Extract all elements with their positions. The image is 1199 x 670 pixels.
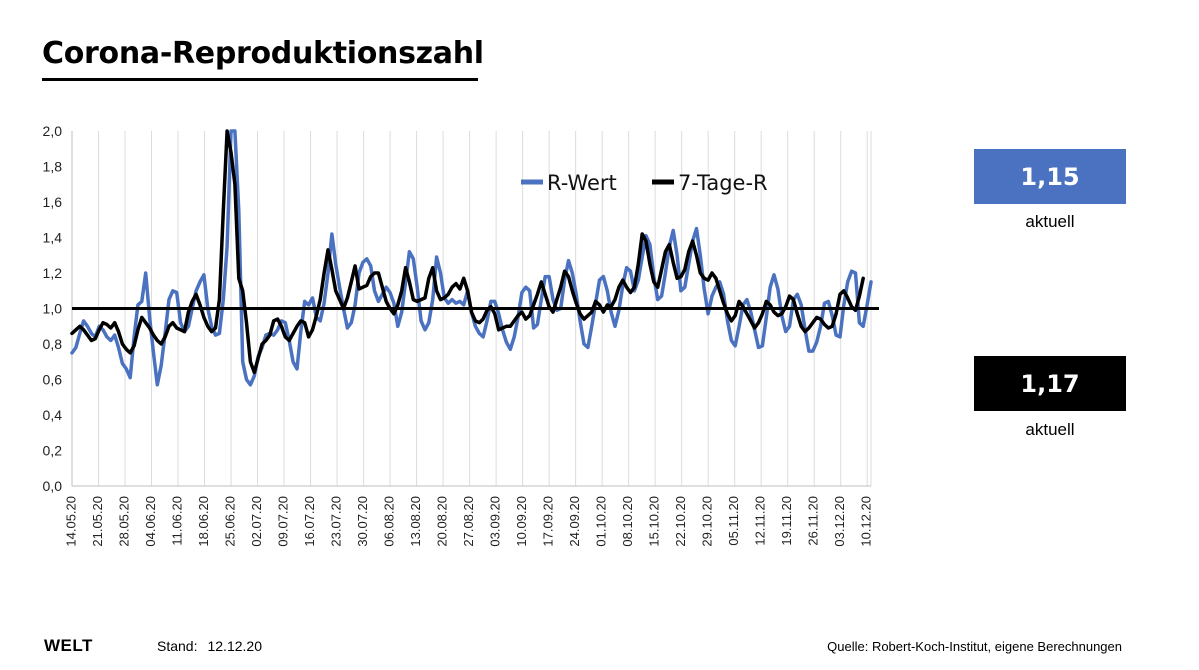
stand-label: Stand: bbox=[157, 638, 198, 654]
welt-logo: WELT bbox=[44, 636, 93, 655]
x-tick-label: 09.07.20 bbox=[275, 496, 290, 547]
y-tick-label: 0,8 bbox=[43, 336, 63, 352]
x-tick-label: 03.12.20 bbox=[832, 496, 847, 547]
x-tick-label: 15.10.20 bbox=[647, 496, 662, 547]
y-tick-label: 1,4 bbox=[43, 230, 63, 246]
x-tick-label: 06.08.20 bbox=[382, 496, 397, 547]
x-tick-label: 30.07.20 bbox=[355, 496, 370, 547]
y-tick-label: 0,0 bbox=[43, 478, 63, 494]
y-tick-label: 1,8 bbox=[43, 159, 63, 175]
x-tick-label: 18.06.20 bbox=[196, 496, 211, 547]
r-wert-current-badge: 1,15 bbox=[974, 149, 1126, 204]
y-tick-label: 2,0 bbox=[43, 123, 63, 139]
series-line-r-wert bbox=[70, 129, 873, 387]
y-tick-label: 0,2 bbox=[43, 443, 63, 459]
x-tick-label: 29.10.20 bbox=[700, 496, 715, 547]
x-tick-label: 28.05.20 bbox=[116, 496, 131, 547]
title-underline bbox=[42, 78, 478, 81]
series-line-7-tage-r bbox=[70, 129, 865, 375]
x-tick-label: 05.11.20 bbox=[726, 496, 741, 546]
x-tick-label: 10.09.20 bbox=[514, 496, 529, 547]
x-tick-label: 25.06.20 bbox=[222, 496, 237, 547]
seven-day-r-current-caption: aktuell bbox=[1025, 420, 1075, 439]
y-tick-label: 1,6 bbox=[43, 194, 63, 210]
y-axis-tick-labels: 0,0 0,2 0,4 0,6 0,8 1,0 1,2 1,4 1,6 1,8 2,0 bbox=[43, 123, 63, 494]
y-tick-label: 1,2 bbox=[43, 265, 63, 281]
x-tick-label: 26.11.20 bbox=[806, 496, 821, 546]
r-wert-current-caption: aktuell bbox=[1025, 212, 1075, 231]
x-tick-label: 17.09.20 bbox=[541, 496, 556, 547]
x-tick-label: 20.08.20 bbox=[435, 496, 450, 547]
x-tick-label: 02.07.20 bbox=[249, 496, 264, 547]
x-tick-label: 24.09.20 bbox=[567, 496, 582, 547]
series-lines bbox=[70, 129, 879, 387]
x-tick-label: 10.12.20 bbox=[859, 496, 874, 547]
stand-date-line: Stand: 12.12.20 bbox=[157, 638, 262, 654]
x-tick-label: 08.10.20 bbox=[620, 496, 635, 547]
legend-label: R-Wert bbox=[547, 171, 617, 195]
x-axis-tick-labels: 14.05.20 21.05.20 28.05.20 04.06.20 11.06.20… bbox=[63, 496, 873, 547]
x-tick-label: 03.09.20 bbox=[488, 496, 503, 547]
x-tick-label: 11.06.20 bbox=[169, 496, 184, 546]
chart-legend: R-Wert 7-Tage-R bbox=[521, 171, 768, 195]
x-tick-label: 22.10.20 bbox=[673, 496, 688, 547]
legend-label: 7-Tage-R bbox=[678, 171, 768, 195]
y-tick-label: 0,4 bbox=[43, 407, 63, 423]
x-tick-label: 16.07.20 bbox=[302, 496, 317, 547]
source-note: Quelle: Robert-Koch-Institut, eigene Ber… bbox=[827, 639, 1122, 654]
seven-day-r-current-badge: 1,17 bbox=[974, 356, 1126, 411]
x-tick-label: 14.05.20 bbox=[63, 496, 78, 547]
x-tick-label: 23.07.20 bbox=[329, 496, 344, 547]
x-tick-label: 27.08.20 bbox=[461, 496, 476, 547]
x-tick-label: 04.06.20 bbox=[143, 496, 158, 547]
x-tick-label: 21.05.20 bbox=[90, 496, 105, 547]
y-tick-label: 0,6 bbox=[43, 372, 63, 388]
line-chart: 0,0 0,2 0,4 0,6 0,8 1,0 1,2 1,4 1,6 1,8 2,0 14.05.… bbox=[43, 123, 879, 547]
x-tick-label: 12.11.20 bbox=[753, 496, 768, 546]
x-tick-label: 19.11.20 bbox=[779, 496, 794, 546]
y-tick-label: 1,0 bbox=[43, 301, 63, 317]
stand-date: 12.12.20 bbox=[207, 638, 262, 654]
chart-title: Corona-Reproduktionszahl bbox=[42, 36, 484, 71]
x-tick-label: 01.10.20 bbox=[594, 496, 609, 547]
x-tick-label: 13.08.20 bbox=[408, 496, 423, 547]
